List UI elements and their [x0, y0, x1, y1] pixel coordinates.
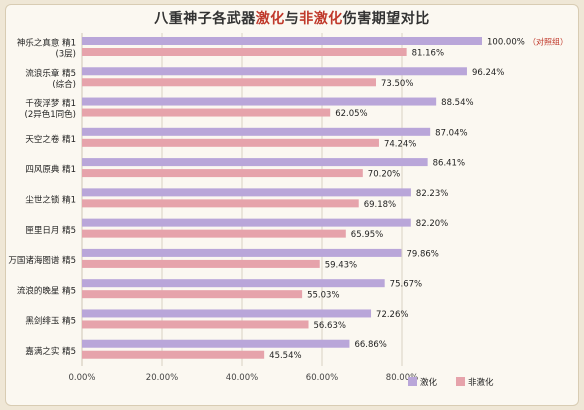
x-tick-label: 80.00% — [386, 373, 418, 383]
legend-label-jihua: 激化 — [420, 377, 438, 388]
bar-jihua — [82, 279, 385, 288]
bar-feijihua — [82, 290, 303, 299]
category-label: 嘉满之实 精5 — [25, 346, 76, 357]
bar-feijihua — [82, 78, 376, 87]
bar-value-label: 86.41% — [433, 159, 465, 169]
legend-swatch-jihua — [408, 377, 417, 386]
x-tick-label: 20.00% — [146, 373, 178, 383]
bar-value-label: 82.20% — [416, 219, 448, 229]
bar-feijihua — [82, 138, 379, 147]
bar-value-label: 81.16% — [412, 49, 444, 59]
category-sublabel: (综合) — [52, 79, 76, 90]
bar-feijihua — [82, 169, 363, 178]
bar-jihua — [82, 309, 372, 318]
category-label: 天空之卷 精1 — [25, 134, 76, 145]
bar-jihua — [82, 248, 402, 257]
bar-jihua — [82, 158, 428, 167]
bar-jihua — [82, 67, 467, 76]
bar-value-label: 66.86% — [354, 340, 386, 350]
x-tick-label: 60.00% — [306, 373, 338, 383]
category-label: 尘世之锁 精1 — [25, 195, 76, 206]
chart-title: 八重神子各武器激化与非激化伤害期望对比 — [0, 8, 584, 28]
bar-value-label: 75.67% — [390, 280, 422, 290]
title-highlight-1: 激化 — [255, 11, 285, 27]
bar-jihua — [82, 218, 411, 227]
bar-value-label: 59.43% — [325, 260, 357, 270]
bar-jihua — [82, 97, 437, 106]
bar-value-label: 65.95% — [351, 230, 383, 240]
bar-jihua — [82, 339, 350, 348]
bar-value-label: 70.20% — [368, 170, 400, 180]
x-tick-label: 40.00% — [226, 373, 258, 383]
bar-value-label: 82.23% — [416, 189, 448, 199]
bar-value-label: 100.00% — [487, 38, 525, 48]
bar-value-label: 79.86% — [406, 249, 438, 259]
title-suffix: 伤害期望对比 — [342, 11, 430, 27]
category-label: 匣里日月 精5 — [25, 225, 76, 236]
control-group-annotation: （对照组） — [528, 37, 568, 47]
category-label: 流浪的晚星 精5 — [17, 285, 76, 296]
bar-value-label: 87.04% — [435, 128, 467, 138]
category-label: 黑剑绯玉 精5 — [25, 316, 76, 327]
title-prefix: 八重神子各武器 — [154, 11, 256, 27]
bar-jihua — [82, 37, 482, 45]
category-sublabel: (2异色1同色) — [25, 109, 76, 120]
category-sublabel: (3层) — [55, 50, 76, 60]
bar-value-label: 73.50% — [381, 79, 413, 89]
bar-value-label: 45.54% — [269, 351, 301, 361]
bar-feijihua — [82, 48, 407, 56]
legend-label-feijihua: 非激化 — [468, 377, 494, 388]
bar-value-label: 72.26% — [376, 310, 408, 320]
legend-swatch-feijihua — [456, 377, 465, 386]
bar-feijihua — [82, 108, 331, 117]
bar-jihua — [82, 127, 431, 136]
title-connector: 与 — [284, 11, 300, 27]
bar-value-label: 55.03% — [307, 291, 339, 301]
bar-value-label: 74.24% — [384, 139, 416, 149]
bar-value-label: 56.63% — [314, 321, 346, 331]
bar-value-label: 96.24% — [472, 68, 504, 78]
bar-feijihua — [82, 199, 359, 208]
category-label: 万国诸海图谱 精5 — [8, 255, 76, 266]
category-label: 千夜浮梦 精1 — [25, 98, 76, 109]
category-label: 神乐之真意 精1 — [17, 38, 76, 49]
title-highlight-2: 非激化 — [299, 11, 343, 27]
bar-feijihua — [82, 320, 309, 329]
bar-value-label: 69.18% — [364, 200, 396, 210]
bar-jihua — [82, 188, 411, 197]
x-tick-label: 0.00% — [68, 373, 95, 383]
bar-feijihua — [82, 259, 320, 268]
category-label: 四风原典 精1 — [25, 164, 76, 175]
bar-value-label: 62.05% — [335, 109, 367, 119]
bar-value-label: 88.54% — [441, 98, 473, 108]
bar-feijihua — [82, 229, 346, 238]
bar-feijihua — [82, 350, 265, 359]
category-label: 流浪乐章 精5 — [25, 68, 76, 79]
